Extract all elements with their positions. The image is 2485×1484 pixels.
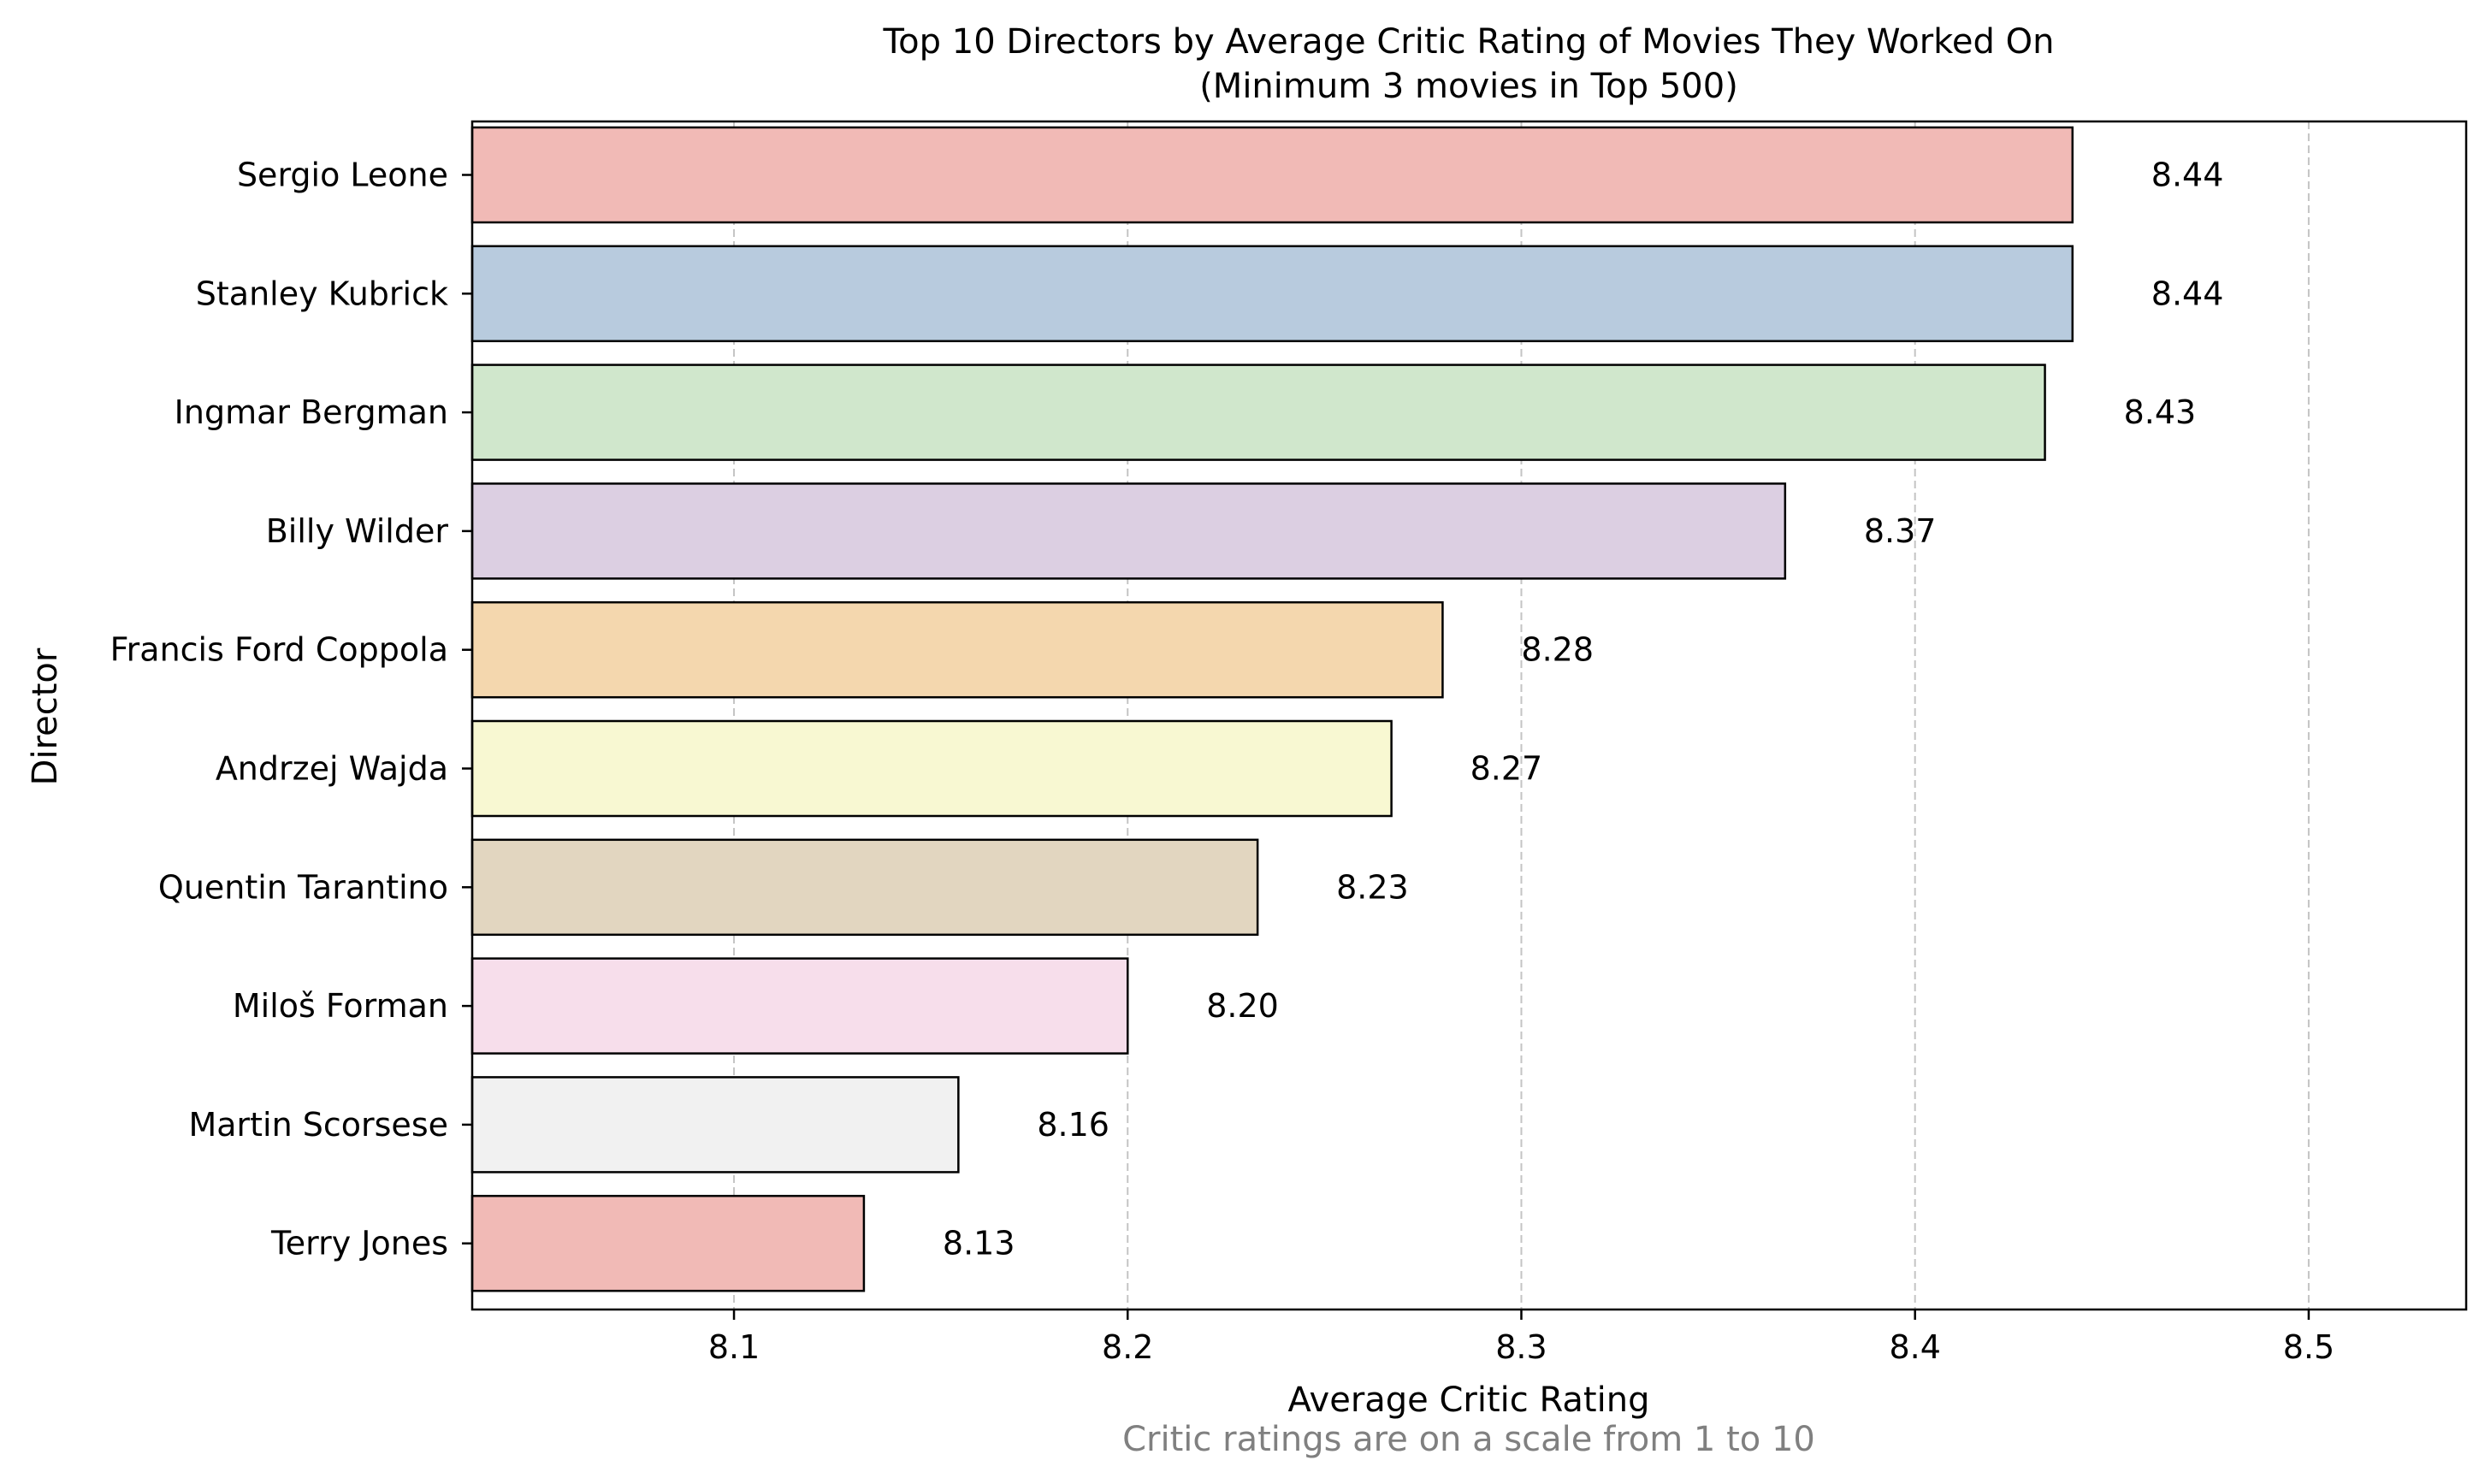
bar-value-label: 8.20: [1206, 987, 1279, 1025]
bar: [470, 364, 2046, 461]
chart-title: Top 10 Directors by Average Critic Ratin…: [883, 22, 2055, 62]
x-tick-label: 8.3: [1495, 1328, 1547, 1366]
x-tick-label: 8.5: [2283, 1328, 2334, 1366]
y-tick-label: Stanley Kubrick: [196, 275, 448, 312]
y-axis-ticks: Sergio Leone Stanley Kubrick Ingmar Bergma…: [110, 157, 472, 1262]
bar: [470, 1076, 960, 1174]
y-tick-label: Andrzej Wajda: [216, 750, 448, 788]
bar-value-label: 8.13: [943, 1225, 1015, 1262]
y-tick-label: Martin Scorsese: [188, 1106, 448, 1144]
y-axis-label: Director: [26, 647, 65, 785]
bar: [470, 957, 1129, 1055]
footnote: Critic ratings are on a scale from 1 to …: [1122, 1420, 1815, 1459]
y-tick-label: Miloš Forman: [233, 987, 448, 1025]
bar-value-label: 8.43: [2124, 393, 2197, 431]
y-tick-label: Sergio Leone: [237, 157, 448, 194]
bars: [470, 126, 2074, 1292]
bar: [470, 245, 2074, 343]
bar-value-label: 8.44: [2151, 275, 2224, 312]
bar-value-label: 8.27: [1470, 750, 1543, 788]
bar: [470, 1194, 866, 1292]
bar-value-label: 8.23: [1336, 868, 1409, 906]
bar-value-label: 8.16: [1037, 1106, 1109, 1144]
bar: [470, 126, 2074, 224]
y-tick-label: Quentin Tarantino: [158, 868, 448, 906]
x-tick-label: 8.2: [1102, 1328, 1153, 1366]
bar-value-label: 8.37: [1864, 512, 1937, 550]
bar-value-label: 8.28: [1521, 631, 1594, 669]
x-tick-label: 8.1: [708, 1328, 760, 1366]
chart-subtitle: (Minimum 3 movies in Top 500): [1199, 67, 1738, 106]
y-tick-label: Francis Ford Coppola: [110, 631, 448, 669]
plot-frame: [470, 120, 2468, 1311]
bar: [470, 838, 1259, 937]
x-tick-label: 8.4: [1889, 1328, 1940, 1366]
x-axis-label: Average Critic Rating: [1288, 1381, 1650, 1420]
value-labels: 8.44 8.44 8.43 8.37 8.28 8.27 8.23 8.20 8.16 8.13: [943, 157, 2223, 1262]
bar: [470, 719, 1393, 818]
bar-value-label: 8.44: [2151, 157, 2224, 194]
x-axis-ticks: 8.1 8.2 8.3 8.4 8.5: [708, 1310, 2334, 1366]
y-tick-label: Billy Wilder: [266, 512, 449, 550]
y-tick-label: Ingmar Bergman: [175, 393, 448, 431]
y-tick-label: Terry Jones: [270, 1225, 448, 1262]
bar: [470, 482, 1787, 580]
bar: [470, 600, 1444, 699]
